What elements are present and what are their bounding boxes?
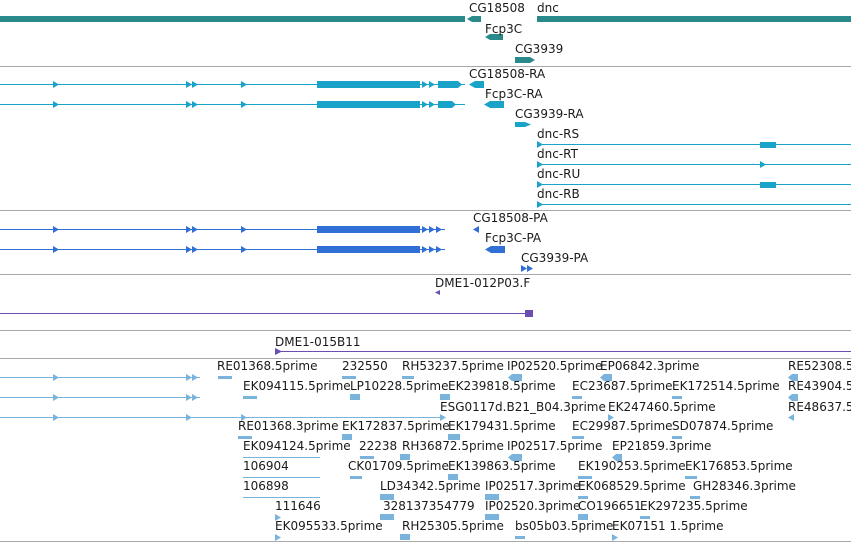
est-track: RE01368.5prime 232550 RH53237.5prime IP0…	[0, 359, 851, 541]
est-label: 111646	[275, 499, 321, 513]
transcript-dnc-RS-exon	[760, 142, 776, 148]
transcript-exon-arrow	[438, 81, 462, 88]
transcript-label-dnc-RT: dnc-RT	[537, 147, 579, 161]
est-label: EP21859.3prime	[612, 439, 711, 453]
est-label: RH36872.5prime	[402, 439, 504, 453]
est-label: IP02520.5prime	[507, 359, 602, 373]
est-label: 232550	[342, 359, 388, 373]
clone-end-block	[525, 310, 533, 317]
transcript-label-dnc-RS: dnc-RS	[537, 127, 579, 141]
est-label: LD34342.5prime	[380, 479, 481, 493]
est-label: IP02520.3prime	[485, 499, 580, 513]
transcript-dnc-RT-arrow	[760, 161, 766, 168]
est-label: RH53237.5prime	[402, 359, 504, 373]
protein-Fcp3C-PA-head[interactable]	[485, 246, 505, 253]
clone-track: DME1-012P03.F DME1-015B11	[0, 276, 851, 355]
est-label: SD07874.5prime	[672, 419, 773, 433]
transcript-arrowheads	[53, 81, 435, 108]
est-label: EK172837.5prime	[342, 419, 450, 433]
transcript-exon-block	[317, 101, 420, 108]
clone-DME1-012P03-F-head[interactable]	[435, 290, 440, 295]
gene-dnc-bar[interactable]	[537, 16, 851, 22]
protein-CG18508-PA-head[interactable]	[473, 226, 479, 233]
est-arrowheads	[53, 374, 247, 421]
est-label: RE43904.5	[788, 379, 851, 393]
est-label: 106904	[243, 459, 289, 473]
gene-label-Fcp3C: Fcp3C	[485, 22, 522, 36]
clone-label-DME1-015B11: DME1-015B11	[275, 335, 361, 349]
transcript-dnc-RU-exon	[760, 182, 776, 188]
est-label: IP02517.5prime	[507, 439, 602, 453]
gene-CG3939-arrow[interactable]	[515, 57, 535, 63]
est-label: RE01368.5prime	[217, 359, 318, 373]
est-label: 328137354779	[383, 499, 475, 513]
protein-arrowheads	[53, 226, 442, 253]
est-label: EK190253.5prime	[578, 459, 686, 473]
protein-label-Fcp3C-PA: Fcp3C-PA	[485, 231, 542, 245]
est-label: EK094115.5prime	[243, 379, 351, 393]
transcript-exon-block	[317, 81, 420, 88]
transcript-dnc-starts	[537, 141, 543, 208]
est-label: EC23687.5prime	[572, 379, 673, 393]
protein-label-CG3939-PA: CG3939-PA	[521, 251, 589, 265]
protein-exon-block	[317, 246, 420, 253]
gene-CG18508-arrow[interactable]	[467, 16, 481, 22]
gene-label-CG18508: CG18508	[469, 1, 525, 15]
gene-Fcp3C-arrow[interactable]	[485, 34, 503, 40]
clone-label-DME1-012P03-F: DME1-012P03.F	[435, 276, 530, 290]
est-label: GH28346.3prime	[693, 479, 796, 493]
est-label: IP02517.3prime	[485, 479, 580, 493]
est-label: 106898	[243, 479, 289, 493]
protein-CG3939-PA-head[interactable]	[521, 265, 533, 272]
est-label: ESG0117d.B21_B04.3prime	[440, 400, 606, 414]
est-label: RH25305.5prime	[402, 519, 504, 533]
transcript-label-CG18508-RA: CG18508-RA	[469, 67, 546, 81]
transcript-Fcp3C-RA-head[interactable]	[484, 101, 504, 108]
est-label: EK139863.5prime	[448, 459, 556, 473]
est-label: RE52308.5	[788, 359, 851, 373]
transcript-label-CG3939-RA: CG3939-RA	[515, 107, 584, 121]
est-label: 22238	[359, 439, 397, 453]
est-label: EC29987.5prime	[572, 419, 673, 433]
gene-label-dnc: dnc	[537, 1, 559, 15]
protein-track: CG18508-PA Fcp3C-PA CG3939-PA	[0, 211, 589, 272]
est-label: EK179431.5prime	[448, 419, 556, 433]
est-label: LP10228.5prime	[350, 379, 449, 393]
transcript-track: CG18508-RA Fcp3C-RA CG3939-RA dnc-RS dnc…	[0, 67, 851, 208]
transcript-label-dnc-RB: dnc-RB	[537, 187, 580, 201]
gene-label-CG3939: CG3939	[515, 42, 563, 56]
gene-CG18508-bar[interactable]	[0, 16, 465, 22]
est-label: bs05b03.5prime	[515, 519, 613, 533]
est-label: EK239818.5prime	[448, 379, 556, 393]
est-label: EK247460.5prime	[608, 400, 716, 414]
transcript-CG3939-RA-head[interactable]	[515, 122, 531, 127]
est-label: EK068529.5prime	[578, 479, 686, 493]
est-label: EK176853.5prime	[685, 459, 793, 473]
transcript-label-dnc-RU: dnc-RU	[537, 167, 580, 181]
clone-DME1-015B11-head	[275, 348, 282, 355]
transcript-CG18508-RA-head[interactable]	[469, 81, 484, 88]
protein-label-CG18508-PA: CG18508-PA	[473, 211, 549, 225]
est-label: EP06842.3prime	[600, 359, 699, 373]
est-label: RE01368.3prime	[238, 419, 339, 433]
est-label: EK297235.5prime	[640, 499, 748, 513]
gene-track: CG18508 dnc Fcp3C CG3939	[0, 1, 851, 63]
est-label: EK095533.5prime	[275, 519, 383, 533]
est-features[interactable]	[218, 374, 798, 541]
transcript-label-Fcp3C-RA: Fcp3C-RA	[485, 87, 543, 101]
est-label: CK01709.5prime	[348, 459, 449, 473]
est-label: EK07151 1.5prime	[612, 519, 723, 533]
transcript-exon-arrow	[438, 101, 456, 108]
est-label: EK094124.5prime	[243, 439, 351, 453]
protein-exon-block	[317, 226, 420, 233]
est-label: CO196651	[578, 499, 642, 513]
est-label: EK172514.5prime	[672, 379, 780, 393]
est-label: RE48637.5	[788, 400, 851, 414]
